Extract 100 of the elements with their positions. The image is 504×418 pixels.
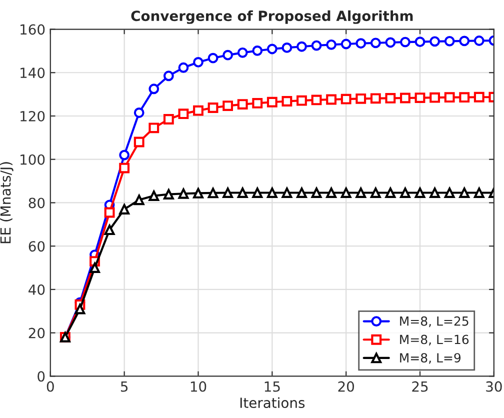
point (178, 108, 189, 120)
point (356, 188, 366, 198)
point (282, 96, 292, 106)
point (266, 188, 278, 198)
point (282, 188, 292, 198)
point (340, 38, 352, 50)
point (326, 94, 337, 105)
point (311, 94, 322, 106)
point (356, 93, 366, 104)
point (178, 62, 189, 73)
legend-label: M=8, L=9 (400, 353, 461, 364)
y-tick-label: 100 (20, 154, 45, 165)
point (119, 204, 130, 214)
point (385, 93, 396, 104)
point (266, 96, 278, 108)
point (266, 44, 278, 54)
point (252, 46, 263, 56)
point (296, 41, 307, 52)
point (208, 188, 218, 198)
point (459, 36, 470, 46)
point (400, 36, 410, 48)
legend-label: M=8, L=16 (400, 334, 469, 346)
chart-title: Convergence of Proposed Algorithm (131, 10, 413, 24)
point (163, 114, 174, 124)
point (193, 105, 204, 116)
x-tick-label: 15 (264, 381, 280, 392)
point (237, 47, 248, 58)
point (430, 36, 440, 47)
point (326, 39, 337, 50)
point (134, 108, 144, 118)
point (414, 36, 426, 48)
point (400, 92, 410, 104)
point (237, 188, 248, 198)
point (414, 188, 426, 198)
point (282, 42, 292, 53)
point (414, 92, 426, 103)
y-tick-label: 140 (20, 68, 45, 78)
y-tick-label: 80 (28, 198, 45, 208)
y-tick-label: 160 (20, 24, 45, 35)
point (474, 188, 484, 198)
point (163, 189, 174, 200)
point (370, 188, 381, 198)
point (104, 207, 115, 218)
point (148, 84, 160, 94)
point (119, 150, 130, 160)
y-tick-label: 40 (28, 284, 45, 295)
point (296, 95, 307, 106)
point (385, 188, 396, 198)
point (163, 70, 174, 82)
y-tick-label: 120 (20, 110, 45, 122)
point (193, 57, 204, 68)
legend-label: M=8, L=25 (400, 316, 468, 328)
point (370, 38, 381, 48)
point (444, 92, 455, 103)
point (444, 36, 455, 46)
point (74, 304, 86, 314)
point (356, 38, 366, 49)
point (222, 188, 234, 198)
point (252, 98, 263, 108)
point (340, 94, 352, 104)
point (326, 188, 337, 198)
point (90, 262, 100, 273)
x-tick-label: 25 (412, 381, 428, 392)
x-tick-label: 5 (120, 381, 128, 392)
point (370, 93, 381, 104)
point (474, 92, 484, 102)
y-tick-label: 60 (28, 241, 45, 252)
y-tick-label: 20 (28, 328, 45, 338)
point (252, 188, 263, 198)
point (148, 122, 160, 134)
point (311, 40, 322, 51)
point (134, 194, 144, 206)
point (340, 188, 352, 198)
point (178, 188, 189, 199)
x-axis-title: Iterations (240, 397, 305, 408)
x-tick-label: 20 (338, 381, 354, 392)
point (119, 162, 130, 174)
point (208, 102, 218, 113)
point (459, 188, 470, 198)
point (208, 52, 218, 64)
point (222, 100, 234, 112)
y-axis-title: EE (Mnats/J) (0, 162, 14, 244)
point (474, 36, 484, 46)
point (459, 92, 470, 103)
point (222, 50, 234, 60)
point (296, 188, 307, 198)
point (400, 188, 410, 198)
point (193, 188, 204, 198)
x-tick-label: 30 (486, 381, 502, 392)
point (311, 188, 322, 198)
point (430, 92, 440, 103)
point (237, 99, 248, 110)
y-tick-label: 0 (38, 371, 45, 382)
point (430, 188, 440, 198)
point (134, 136, 144, 148)
x-tick-label: 10 (190, 381, 206, 392)
point (385, 37, 396, 48)
x-tick-label: 0 (46, 381, 54, 392)
point (104, 224, 115, 236)
point (444, 188, 455, 198)
